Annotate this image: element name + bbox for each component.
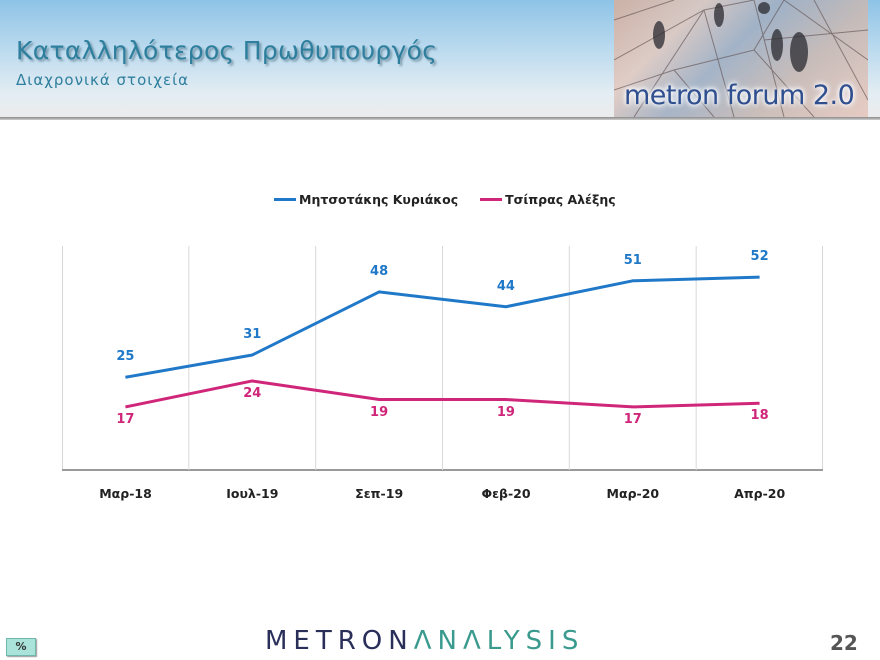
data-label: 48 xyxy=(370,263,389,279)
x-axis-label: Μαρ-18 xyxy=(99,486,152,501)
vertical-gridlines xyxy=(188,246,697,470)
unit-badge: % xyxy=(6,638,36,656)
legend-item-tsipras: Τσίπρας Αλέξης xyxy=(480,192,616,207)
page-number: 22 xyxy=(830,631,858,655)
metron-analysis-logo: METRONΛNΛLYSIS xyxy=(265,626,584,656)
legend-label: Τσίπρας Αλέξης xyxy=(505,192,616,207)
chart-series xyxy=(125,275,760,409)
legend-swatch-magenta xyxy=(480,198,503,201)
slide-title: Καταλληλότερος Πρωθυπουργός xyxy=(16,36,438,65)
x-axis-label: Μαρ-20 xyxy=(606,486,660,501)
plot-area xyxy=(62,246,823,470)
x-axis-label: Φεβ-20 xyxy=(481,486,531,501)
banner-text: metron forum 2.0 xyxy=(624,80,855,111)
x-axis-label: Απρ-20 xyxy=(734,486,786,501)
logo-part-analysis: ΛNΛLYSIS xyxy=(413,626,585,656)
legend-item-mitsotakis: Μητσοτάκης Κυριάκος xyxy=(274,192,458,207)
chart-legend: Μητσοτάκης Κυριάκος Τσίπρας Αλέξης xyxy=(274,192,638,207)
slide-subtitle: Διαχρονικά στοιχεία xyxy=(16,71,190,89)
data-label: 52 xyxy=(750,249,769,265)
legend-swatch-blue xyxy=(274,198,296,201)
banner-photo-pattern xyxy=(614,0,868,117)
data-label: 17 xyxy=(116,411,135,427)
data-label: 31 xyxy=(243,326,262,342)
header-divider xyxy=(0,117,880,120)
data-label: 17 xyxy=(623,411,642,427)
data-label: 18 xyxy=(750,408,769,424)
data-label: 19 xyxy=(370,404,389,420)
data-label: 25 xyxy=(116,349,135,365)
data-label: 51 xyxy=(623,252,642,268)
series-line-tsipras xyxy=(125,379,760,409)
x-axis-label: Σεπ-19 xyxy=(355,486,404,501)
series-line-mitsotakis xyxy=(125,275,760,379)
logo-part-metron: METRON xyxy=(265,626,414,656)
slide-header: Καταλληλότερος Πρωθυπουργός Διαχρονικά σ… xyxy=(0,0,880,118)
metron-forum-banner: metron forum 2.0 xyxy=(614,0,868,117)
x-axis-label: Ιουλ-19 xyxy=(226,486,279,501)
data-label: 19 xyxy=(496,404,515,420)
data-label: 44 xyxy=(496,278,515,294)
data-label: 24 xyxy=(243,385,262,401)
legend-label: Μητσοτάκης Κυριάκος xyxy=(299,192,459,207)
